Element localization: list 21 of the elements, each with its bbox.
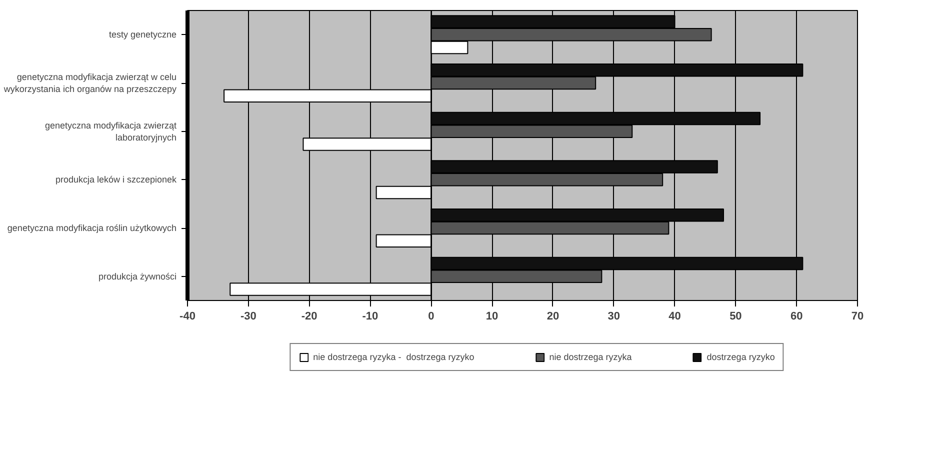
x-tick-label: 20 [546, 310, 560, 322]
x-tick-label: 40 [668, 310, 681, 322]
y-tick-label: genetyczna modyfikacja zwierząt w celu wykorzystania ich organów na przeszczepy [2, 72, 177, 94]
y-tick-label: genetyczna modyfikacja roślin użytkowych [7, 223, 177, 233]
y-tick-label: produkcja leków i szczepionek [55, 174, 177, 185]
x-tick-label: 60 [790, 310, 803, 322]
x-tick-label: -40 [180, 310, 196, 322]
x-tick-label: -30 [240, 310, 256, 322]
x-tick-label: 70 [851, 310, 864, 322]
y-tick-label: produkcja żywności [98, 271, 177, 282]
y-tick-label: genetyczna modyfikacja zwierząt laboratoryjnych [44, 120, 177, 142]
x-tick-label: 50 [730, 310, 742, 322]
legend-label: nie dostrzega ryzyka - dostrzega ryzyko [313, 352, 474, 362]
x-tick-label: 10 [486, 310, 498, 322]
y-tick-label: testy genetyczne [108, 30, 177, 40]
legend-label: dostrzega ryzyko [706, 352, 775, 362]
legend-label: nie dostrzega ryzyka [549, 352, 632, 362]
x-tick-label: -10 [362, 310, 378, 322]
x-tick-label: 30 [608, 310, 620, 322]
x-tick-label: 0 [428, 310, 434, 322]
x-tick-label: -20 [301, 310, 318, 322]
